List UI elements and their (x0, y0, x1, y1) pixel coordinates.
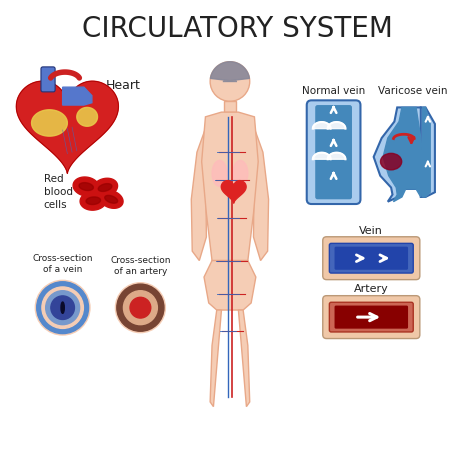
Polygon shape (221, 181, 246, 203)
Polygon shape (32, 110, 67, 136)
Polygon shape (421, 108, 435, 197)
Ellipse shape (61, 302, 64, 313)
Text: Normal vein: Normal vein (302, 86, 365, 96)
FancyBboxPatch shape (329, 243, 413, 273)
Circle shape (42, 287, 83, 328)
Polygon shape (383, 108, 425, 201)
Ellipse shape (212, 160, 227, 186)
Polygon shape (191, 128, 206, 261)
Polygon shape (313, 122, 331, 128)
Polygon shape (313, 153, 331, 159)
Polygon shape (63, 87, 92, 105)
Polygon shape (79, 182, 93, 191)
Polygon shape (73, 177, 100, 196)
Text: Vein: Vein (359, 226, 383, 236)
Circle shape (123, 291, 157, 325)
Polygon shape (328, 153, 346, 159)
FancyBboxPatch shape (315, 105, 352, 199)
Ellipse shape (381, 154, 401, 170)
Polygon shape (423, 108, 430, 197)
FancyBboxPatch shape (335, 306, 408, 328)
Polygon shape (210, 310, 221, 407)
Polygon shape (100, 190, 123, 208)
Circle shape (51, 296, 74, 319)
Polygon shape (210, 62, 249, 82)
Circle shape (210, 62, 250, 101)
Polygon shape (224, 101, 236, 112)
Circle shape (36, 282, 89, 334)
Polygon shape (92, 178, 118, 197)
FancyBboxPatch shape (307, 100, 360, 204)
Text: Varicose vein: Varicose vein (378, 86, 447, 96)
Text: Heart: Heart (106, 79, 141, 92)
Text: Cross-section
of a vein: Cross-section of a vein (32, 254, 93, 274)
Polygon shape (204, 261, 256, 310)
Polygon shape (374, 108, 430, 201)
Text: Cross-section
of an artery: Cross-section of an artery (110, 255, 171, 276)
Polygon shape (77, 108, 98, 126)
Polygon shape (238, 310, 250, 407)
Text: Red
blood
cells: Red blood cells (44, 174, 73, 210)
Polygon shape (201, 112, 258, 261)
FancyBboxPatch shape (323, 237, 420, 280)
Circle shape (46, 291, 80, 325)
Circle shape (117, 284, 164, 331)
Polygon shape (80, 191, 107, 210)
Circle shape (130, 297, 151, 318)
FancyBboxPatch shape (41, 67, 55, 92)
Circle shape (36, 280, 90, 335)
Polygon shape (86, 197, 100, 204)
Text: Artery: Artery (354, 284, 389, 294)
FancyBboxPatch shape (335, 246, 408, 270)
Polygon shape (98, 183, 112, 191)
Polygon shape (105, 195, 118, 203)
Polygon shape (328, 122, 346, 128)
Ellipse shape (233, 160, 248, 186)
Polygon shape (17, 81, 118, 173)
FancyBboxPatch shape (329, 302, 413, 332)
Circle shape (116, 283, 165, 333)
Text: CIRCULATORY SYSTEM: CIRCULATORY SYSTEM (82, 15, 392, 43)
Polygon shape (254, 128, 269, 261)
FancyBboxPatch shape (323, 296, 420, 338)
